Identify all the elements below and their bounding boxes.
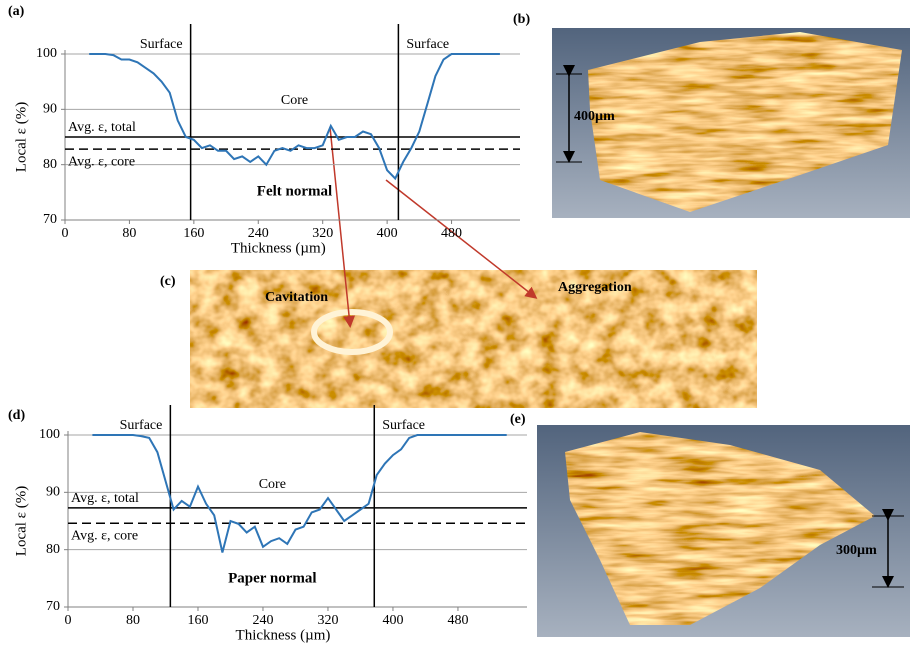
- x-axis-label: Thickness (µm): [236, 627, 331, 643]
- annotation: Avg. ε, core: [71, 529, 138, 544]
- annotation: Avg. ε, core: [68, 154, 135, 169]
- annotation: Avg. ε, total: [71, 491, 139, 506]
- scale-label: 300µm: [836, 543, 877, 558]
- y-axis-label: Local ε (%): [13, 102, 29, 172]
- y-tick-label: 90: [46, 485, 60, 500]
- annotation: Avg. ε, total: [68, 120, 136, 135]
- x-tick-label: 80: [122, 226, 136, 241]
- x-tick-label: 400: [382, 613, 403, 628]
- panel-label: (c): [160, 274, 176, 289]
- figure: 400µm Cavitation Aggregation 300µm (a) (…: [0, 0, 910, 651]
- y-axis-label: Local ε (%): [13, 486, 29, 556]
- x-tick-label: 400: [377, 226, 398, 241]
- panel-label: (a): [8, 4, 25, 19]
- x-tick-label: 480: [441, 226, 462, 241]
- cavitation-label: Cavitation: [265, 290, 328, 305]
- panel-label: (d): [8, 408, 25, 423]
- annotation: Surface: [120, 418, 163, 433]
- y-tick-label: 100: [36, 46, 57, 61]
- x-tick-label: 0: [62, 226, 69, 241]
- x-tick-label: 160: [183, 226, 204, 241]
- annotation: Core: [259, 477, 286, 492]
- annotation: Paper normal: [228, 570, 316, 586]
- y-tick-label: 70: [46, 599, 60, 614]
- panel-label: (b): [513, 12, 530, 27]
- y-tick-label: 80: [43, 157, 57, 172]
- scale-label: 400µm: [574, 109, 615, 124]
- x-tick-label: 80: [126, 613, 140, 628]
- annotation: Core: [281, 93, 308, 108]
- x-tick-label: 160: [187, 613, 208, 628]
- x-tick-label: 0: [65, 613, 72, 628]
- annotation: Surface: [140, 37, 183, 52]
- x-tick-label: 320: [312, 226, 333, 241]
- x-tick-label: 240: [248, 226, 269, 241]
- x-axis-label: Thickness (µm): [231, 240, 326, 256]
- y-tick-label: 100: [39, 427, 60, 442]
- x-tick-label: 240: [252, 613, 273, 628]
- x-tick-label: 480: [447, 613, 468, 628]
- y-tick-label: 80: [46, 542, 60, 557]
- y-tick-label: 90: [43, 102, 57, 117]
- panel-label: (e): [510, 412, 526, 427]
- aggregation-label: Aggregation: [558, 280, 632, 295]
- image-b: 400µm: [552, 28, 910, 218]
- annotation: Surface: [382, 418, 425, 433]
- data-line: [92, 435, 506, 553]
- image-c: Cavitation Aggregation: [190, 270, 757, 408]
- image-e: 300µm: [537, 425, 910, 637]
- y-tick-label: 70: [43, 212, 57, 227]
- x-tick-label: 320: [317, 613, 338, 628]
- annotation: Felt normal: [257, 183, 332, 199]
- annotation: Surface: [406, 37, 449, 52]
- data-line: [89, 54, 500, 179]
